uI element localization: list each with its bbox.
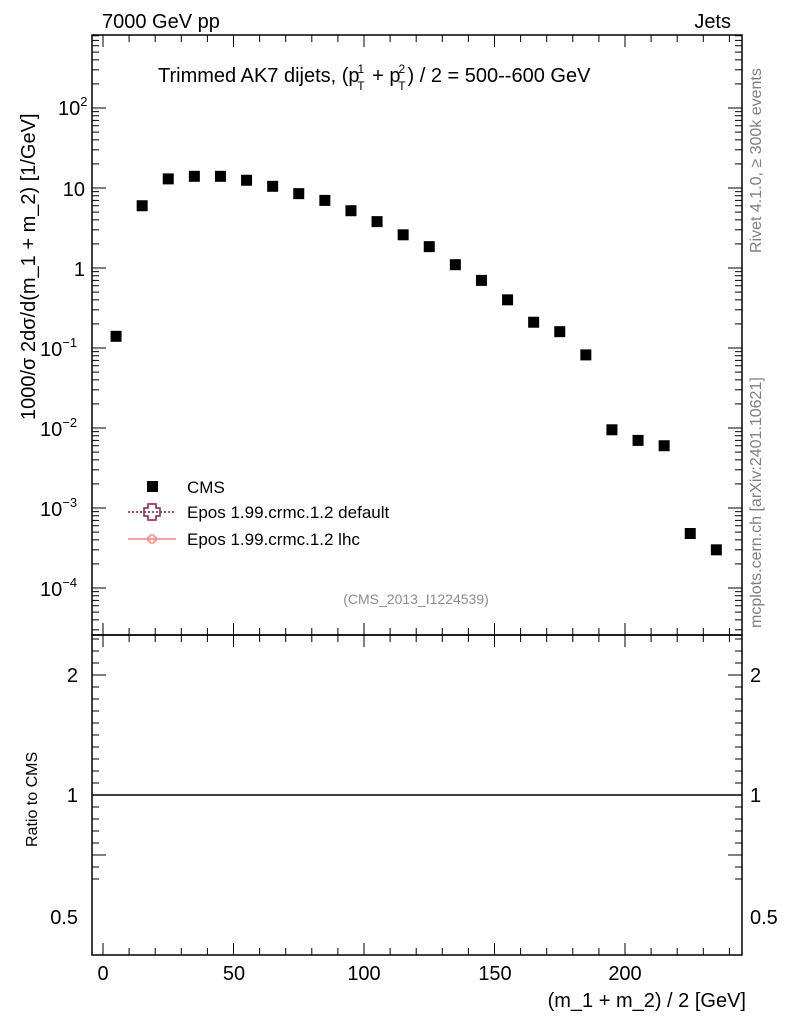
header-right: Jets (694, 11, 731, 33)
y-tick-10: 10 (63, 179, 85, 201)
cms-point (293, 188, 305, 200)
cms-point (606, 424, 618, 436)
axis-ticks (92, 35, 742, 955)
y-tick-1e-3: 10−3 (40, 495, 77, 521)
cms-point (658, 440, 670, 452)
x-axis-label: (m_1 + m_2) / 2 [GeV] (548, 990, 746, 1012)
y-tick-labels: 102 10 1 10−1 10−2 10−3 10−4 (40, 94, 87, 601)
y-tick-1e2: 102 (58, 94, 87, 120)
ratio-tick-right-2: 2 (750, 665, 761, 687)
cms-point (502, 294, 514, 306)
legend-label-cms: CMS (187, 478, 225, 497)
ratio-tick-right-0.5: 0.5 (750, 907, 778, 929)
cms-point (710, 544, 722, 556)
ratio-tick-labels: 2 1 0.5 2 1 0.5 (50, 665, 778, 929)
cms-point (528, 316, 540, 328)
plot-title: Trimmed AK7 dijets, (p1 T + p2 T) / 2 = 50… (158, 62, 591, 93)
cms-point (319, 194, 331, 206)
legend-marker-epos-lhc (147, 534, 157, 544)
header-left: 7000 GeV pp (102, 11, 220, 33)
y-tick-1e-4: 10−4 (40, 575, 77, 601)
x-tick-150: 150 (478, 963, 511, 985)
cms-point (684, 528, 696, 540)
legend: CMS Epos 1.99.crmc.1.2 default Epos 1.99… (128, 478, 390, 549)
cms-point (632, 434, 644, 446)
rivet-version-label: Rivet 4.1.0, ≥ 300k events (748, 68, 765, 253)
legend-label-epos-default: Epos 1.99.crmc.1.2 default (187, 503, 390, 522)
cms-point (397, 229, 409, 241)
analysis-tag: (CMS_2013_I1224539) (343, 591, 489, 607)
x-tick-0: 0 (97, 963, 108, 985)
cms-point (345, 205, 357, 217)
y-tick-1: 1 (74, 259, 85, 281)
cms-point (554, 326, 566, 338)
mcplots-label: mcplots.cern.ch [arXiv:2401.10621] (748, 377, 765, 628)
cms-point (188, 170, 200, 182)
x-tick-50: 50 (223, 963, 245, 985)
y-tick-1e-1: 10−1 (40, 335, 77, 361)
y-tick-1e-2: 10−2 (40, 415, 77, 441)
x-tick-labels: 0 50 100 150 200 (97, 963, 641, 985)
ratio-y-axis-label: Ratio to CMS (24, 752, 41, 847)
x-tick-200: 200 (608, 963, 641, 985)
cms-point (423, 241, 435, 253)
cms-point (214, 170, 226, 182)
ratio-tick-right-1: 1 (750, 785, 761, 807)
cms-point (267, 180, 279, 192)
cms-point (580, 349, 592, 361)
x-tick-100: 100 (347, 963, 380, 985)
y-axis-label: 1000/σ 2dσ/d(m_1 + m_2) [1/GeV] (18, 113, 40, 420)
cms-point (241, 174, 253, 186)
cms-point (162, 173, 174, 185)
legend-marker-epos-default (143, 503, 161, 521)
legend-marker-cms (147, 481, 158, 492)
ratio-tick-left-1: 1 (67, 785, 78, 807)
cms-point (136, 200, 148, 212)
cms-point (475, 274, 487, 286)
cms-point (110, 330, 122, 342)
ratio-tick-left-0.5: 0.5 (50, 907, 78, 929)
ratio-tick-left-2: 2 (67, 665, 78, 687)
cms-point (371, 216, 383, 228)
legend-label-epos-lhc: Epos 1.99.crmc.1.2 lhc (187, 530, 360, 549)
cms-point (449, 259, 461, 271)
cms-data-points (110, 170, 722, 556)
